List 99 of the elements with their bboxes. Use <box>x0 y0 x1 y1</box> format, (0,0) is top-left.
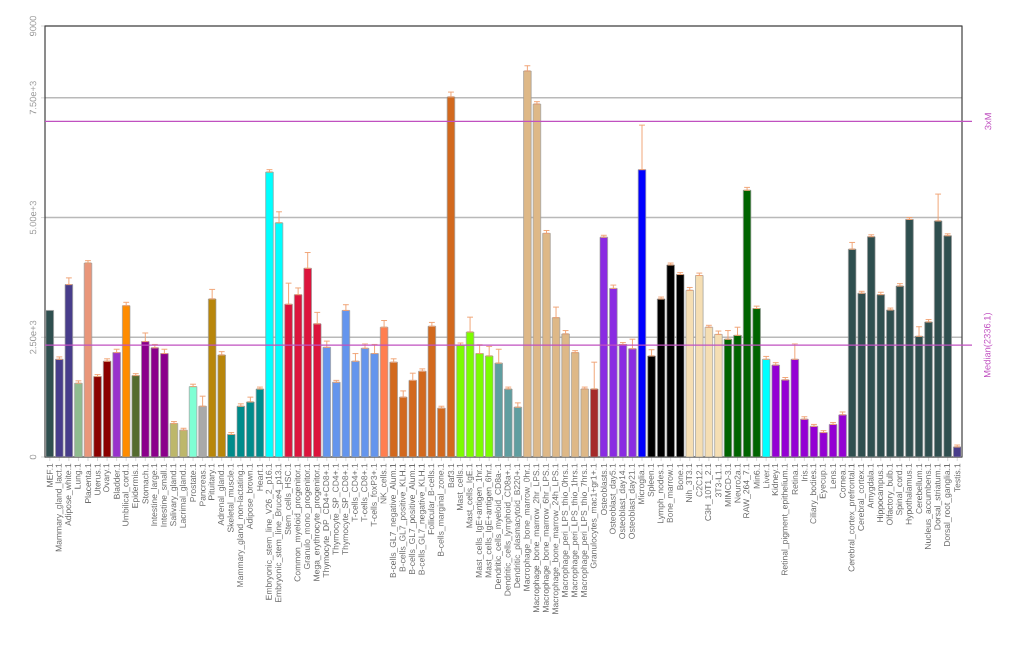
x-tick-label: Macrophage_peri_LPS_thio_0hrs.1 <box>561 463 570 597</box>
x-tick-label: Min6.1 <box>753 463 760 489</box>
x-tick-label: Thymocyte_DP_CD4+CD8+.1 <box>322 463 331 578</box>
x-tick-label: Umbilical_cord.1 <box>122 463 131 526</box>
x-tick-label: Heart.1 <box>256 463 263 491</box>
x-tick-label: Kidney.1 <box>771 463 780 496</box>
x-tick-label: Macrophage_peri_LPS_thio_1hrs.1 <box>571 463 580 597</box>
x-tick-label: Adipose_white.1 <box>64 463 73 526</box>
x-tick-label: NK_cells.1 <box>380 463 389 504</box>
x-tick-label: 3T3-L1.1 <box>715 463 722 498</box>
x-tick-label: Dendritic_cells_lymphoid_CD8a+.1 <box>504 463 513 596</box>
x-tick-label: Stomach.1 <box>142 463 149 504</box>
x-tick-label: Baf3.1 <box>447 463 455 488</box>
x-tick-label: Embryonic_stem_line_Bruce4_p13.1 <box>275 463 284 603</box>
x-tick-label: Bone.1 <box>677 463 684 490</box>
x-tick-label: Thymocyte_SP_CD8+.1 <box>341 463 350 555</box>
x-tick-label: T-cells_CD8+.1 <box>361 463 369 522</box>
x-tick-label: Macrophage_bone_marrow_2hr_LPS.1 <box>532 463 541 613</box>
ref-line-label: Median(2336.1) <box>983 313 993 378</box>
x-tick-label: Follicular_B-cells.1 <box>427 463 436 535</box>
x-tick-label: Amygdala.1 <box>867 463 876 509</box>
x-tick-label: Spinal_cord.1 <box>895 463 904 516</box>
x-tick-label: Adipose_brown.1 <box>246 463 255 530</box>
x-tick-label: Retinal_pigment_epithelium.1 <box>781 463 790 575</box>
x-tick-label: Dendritic_cells_myeloid_CD8a-.1 <box>494 463 503 589</box>
x-tick-label: Lens.1 <box>830 463 837 489</box>
x-tick-label: Salivary_gland.1 <box>169 463 178 526</box>
x-tick-label: Liver.1 <box>763 463 770 488</box>
x-tick-label: Osteoblast_day14.1 <box>618 463 627 539</box>
x-tick-label: Adrenal_gland.1 <box>217 463 226 526</box>
x-tick-label: Spleen.1 <box>647 463 656 497</box>
x-tick-label: Mammary_gland_non-lactating.1 <box>236 463 245 587</box>
x-tick-label: Cornea.1 <box>839 463 846 498</box>
x-tick-label: Bone_marrow.1 <box>666 463 675 523</box>
x-tick-label: Osteoblast_day21.1 <box>628 463 637 539</box>
x-tick-label: Lung.1 <box>74 463 83 489</box>
x-tick-label: Ovary.1 <box>103 463 111 493</box>
x-tick-label: B-cells_GL7_positive_Alum.1 <box>408 463 417 575</box>
y-tick-label: 9000 <box>29 15 37 36</box>
x-tick-label: Osteoblasts.1 <box>600 463 607 516</box>
x-tick-label: Microglia.1 <box>638 463 646 504</box>
x-tick-label: Retina.1 <box>791 463 798 495</box>
x-tick-label: Hippocampus.1 <box>876 463 885 522</box>
x-tick-label: Placenta.1 <box>84 463 92 503</box>
x-tick-label: Eyecup.1 <box>819 463 828 499</box>
x-tick-label: Cerebellum.1 <box>915 463 923 514</box>
x-tick-label: Cerebral_cortex_prefrontal.1 <box>848 463 857 572</box>
x-tick-label: Granulo_mono_progenitor.1 <box>303 463 312 570</box>
x-tick-label: Mammary_gland_lact.1 <box>55 463 64 552</box>
x-tick-label: Pituitary.1 <box>208 463 217 500</box>
x-tick-label: Dendritic_plasmacytoid_B220+.1 <box>513 463 522 588</box>
x-tick-label: Granulocytes_mac1+gr1+.1 <box>590 463 599 569</box>
x-tick-label: RAW_264_7.1 <box>743 463 751 518</box>
y-tick-label: 2.50e+3 <box>29 320 37 354</box>
x-tick-label: Hypothalamus.1 <box>905 463 914 525</box>
x-tick-label: Cerebral_cortex.1 <box>857 463 866 531</box>
x-tick-label: Skeletal_muscle.1 <box>227 463 236 533</box>
x-tick-label: Dorsal_root_ganglia.1 <box>943 463 952 547</box>
x-tick-label: MEF.1 <box>46 463 53 487</box>
x-tick-label: T-cells_CD4+.1 <box>351 463 360 522</box>
x-tick-label: B-cells_GL7_negative_KLH.1 <box>418 463 427 575</box>
x-tick-label: Testis.1 <box>954 463 961 493</box>
x-tick-label: Macrophage_peri_LPS_thio_7hrs.1 <box>580 463 589 597</box>
x-tick-label: Intestine_small.1 <box>160 463 169 527</box>
x-tick-label: B-cells_GL7_positive_KLH.1 <box>399 463 408 572</box>
x-tick-label: Lacrimal_gland.1 <box>179 463 188 528</box>
x-tick-label: Ciliary_bodies.1 <box>809 463 818 524</box>
x-tick-label: Intestine_large.1 <box>150 463 159 526</box>
ref-line-label: 3xM <box>984 113 992 130</box>
x-tick-label: Mega_erythrocyte_progenitor.1 <box>313 463 322 581</box>
x-tick-label: Bladder.1 <box>113 463 120 499</box>
x-tick-label: MIMCD-3.1 <box>724 463 731 507</box>
x-tick-label: Iris.1 <box>801 463 808 481</box>
y-tick-label: 5.00e+3 <box>29 200 37 235</box>
x-tick-label: Macrophage_bone_marrow_24h_LPS.1 <box>552 463 561 614</box>
x-tick-label: Nucleus_accumbens.1 <box>924 463 933 549</box>
x-tick-label: Epidermis.1 <box>131 463 140 508</box>
x-tick-label: Embryonic_stem_line_V26_2_p16.1 <box>265 463 274 600</box>
x-tick-label: Mast_cells.1 <box>456 463 465 510</box>
x-tick-label: Mast_cells_IgE.1 <box>466 463 475 528</box>
x-tick-label: Nih_3T3.1 <box>685 463 694 502</box>
y-tick-label: 7.50e+3 <box>29 81 37 115</box>
x-tick-label: Dorsal_striatum.1 <box>934 463 943 530</box>
x-tick-label: C3H_10T1_2.1 <box>705 463 713 521</box>
x-tick-label: Mast_cells_IgE+antigen_1hr.1 <box>475 463 484 578</box>
x-tick-label: Neuro2a.1 <box>734 463 741 503</box>
x-tick-label: Stem_cells_HSC.1 <box>284 463 293 535</box>
x-tick-label: Mast_cells_IgE+antigen_6hr.1 <box>485 463 494 578</box>
x-tick-label: Macrophage_bone_marrow_6hr_LPS.1 <box>542 463 551 613</box>
x-tick-label: Pancreas.1 <box>199 463 206 506</box>
x-tick-label: Lymph_nodes.1 <box>657 463 666 523</box>
x-tick-label: Prostate.1 <box>190 463 197 502</box>
x-tick-label: Osteoblast_day5.1 <box>609 463 618 535</box>
x-tick-label: Uterus.1 <box>94 463 101 495</box>
y-tick-label: 0 <box>29 454 37 460</box>
x-tick-label: Common_myeloid_progenitor.1 <box>294 463 303 582</box>
x-tick-label: C2C12.1 <box>696 463 703 497</box>
x-tick-label: T-cells_foxP3+.1 <box>370 463 379 527</box>
x-tick-label: B-cells_GL7_negative_Alum.1 <box>389 463 398 578</box>
